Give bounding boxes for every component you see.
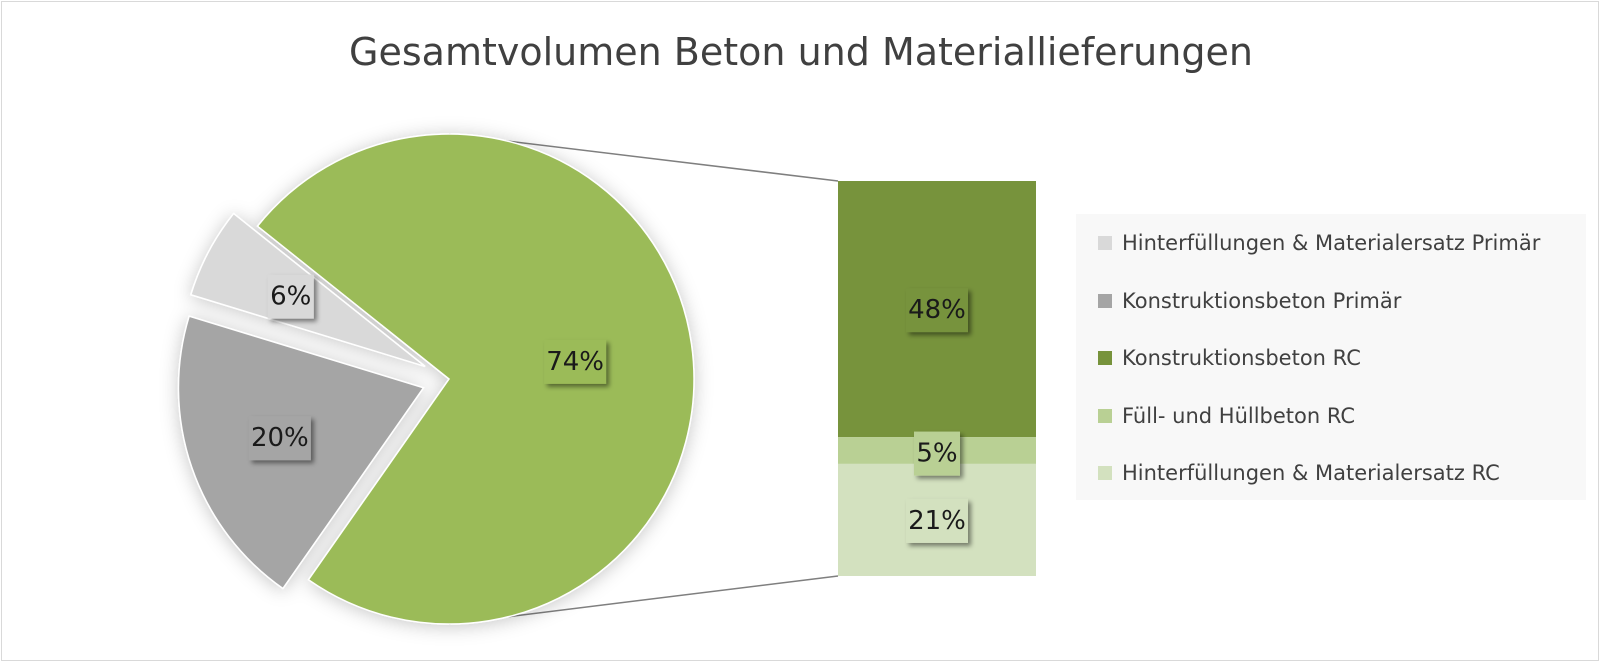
legend-swatch <box>1098 293 1112 308</box>
bar-segment-fuell-und-huellbeton-rc-label-box <box>914 431 960 476</box>
legend-label: Konstruktionsbeton RC <box>1122 346 1361 370</box>
bar-segment-konstruktionsbeton-rc-label-text: 48% <box>908 295 966 325</box>
pie-slice-hinterfuellungen-and-materialersatz-primaer-label-box <box>267 274 314 319</box>
legend-swatch <box>1098 236 1112 250</box>
legend-item-konstruktionsbeton-primaer: Konstruktionsbeton Primär <box>1098 286 1401 316</box>
bar-segment-hinterfuellungen-and-materialersatz-rc-label: 21% <box>906 498 968 543</box>
legend-label: Hinterfüllungen & Materialersatz RC <box>1122 461 1500 485</box>
bar-segment-konstruktionsbeton-rc-label: 48% <box>906 288 968 333</box>
legend-item-hinterfuellungen-and-materialersatz-primaer: Hinterfüllungen & Materialersatz Primär <box>1098 228 1540 258</box>
legend-item-hinterfuellungen-and-materialersatz-rc: Hinterfüllungen & Materialersatz RC <box>1098 458 1500 488</box>
bar-segment-konstruktionsbeton-rc-label-box <box>906 288 968 333</box>
legend-item-fuell-und-huellbeton-rc: Füll- und Hüllbeton RC <box>1098 401 1355 431</box>
bar-segment-fuell-und-huellbeton-rc-label: 5% <box>914 431 960 476</box>
pie-slice-hinterfuellungen-and-materialersatz-primaer-label-text: 6% <box>270 282 311 312</box>
connector-line-top <box>448 133 839 182</box>
pie-slice-other-label-text: 74% <box>546 347 604 377</box>
bar-segment-fuell-und-huellbeton-rc-label-text: 5% <box>916 439 957 469</box>
legend-item-konstruktionsbeton-rc: Konstruktionsbeton RC <box>1098 343 1361 373</box>
legend-swatch <box>1098 351 1112 365</box>
pie-slice-other <box>256 133 695 625</box>
pie-slice-konstruktionsbeton-primaer-label: 20% <box>248 416 311 461</box>
pie-slice-other-label: 74% <box>544 339 607 384</box>
pie-slice-konstruktionsbeton-primaer-label-text: 20% <box>251 423 309 453</box>
legend: Hinterfüllungen & Materialersatz Primär K… <box>1076 214 1586 500</box>
pie-slice-konstruktionsbeton-primaer-label-box <box>248 416 311 461</box>
legend-swatch <box>1098 408 1112 423</box>
legend-label: Füll- und Hüllbeton RC <box>1122 403 1356 428</box>
chart-title: Gesamtvolumen Beton und Materiallieferun… <box>349 30 1253 74</box>
legend-label: Hinterfüllungen & Materialersatz Primär <box>1122 231 1541 255</box>
bar-segment-hinterfuellungen-and-materialersatz-rc-label-text: 21% <box>908 506 966 536</box>
pie-slice-other-label-box <box>544 339 607 384</box>
legend-swatch <box>1098 466 1112 480</box>
legend-label: Konstruktionsbeton Primär <box>1122 288 1402 313</box>
bar-segment-hinterfuellungen-and-materialersatz-rc-label-box <box>906 498 968 543</box>
pie-slice-hinterfuellungen-and-materialersatz-primaer-label: 6% <box>267 274 314 319</box>
